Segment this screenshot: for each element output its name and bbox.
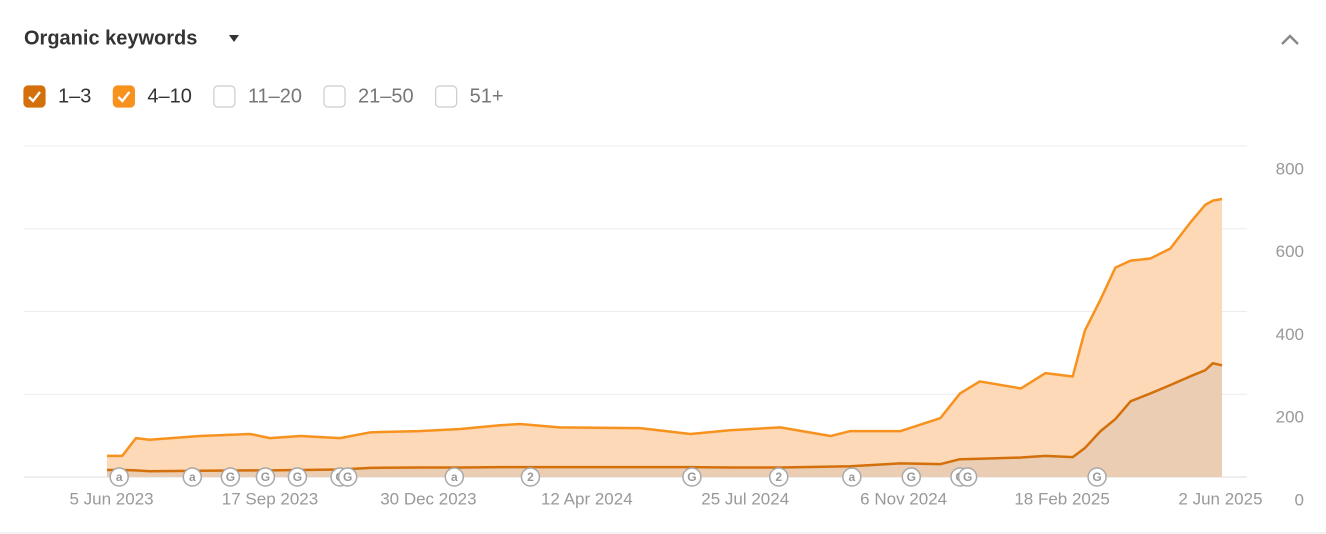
event-circle bbox=[957, 467, 978, 487]
event-marker[interactable]: G bbox=[220, 467, 241, 487]
legend-label: 1–3 bbox=[58, 85, 91, 107]
x-tick-label: 25 Jul 2024 bbox=[701, 489, 789, 508]
event-marker[interactable]: G bbox=[287, 467, 308, 487]
event-circle bbox=[182, 467, 203, 487]
x-tick-label: 12 Apr 2024 bbox=[541, 489, 633, 508]
chart-title: Organic keywords bbox=[24, 27, 197, 49]
event-marker[interactable]: G bbox=[337, 467, 358, 487]
event-label: G bbox=[963, 470, 972, 484]
event-circle bbox=[842, 467, 862, 487]
event-circle bbox=[520, 467, 541, 487]
legend-item[interactable]: 21–50 bbox=[323, 85, 414, 108]
event-marker[interactable]: G bbox=[957, 467, 978, 487]
event-label: a bbox=[849, 470, 856, 484]
checkmark bbox=[117, 91, 131, 103]
checkbox bbox=[112, 85, 135, 108]
event-label: 2 bbox=[775, 470, 782, 484]
y-tick-label: 400 bbox=[1276, 325, 1304, 344]
event-label: G bbox=[226, 470, 235, 484]
event-marker[interactable]: G bbox=[255, 467, 276, 487]
event-marker[interactable]: a bbox=[109, 467, 129, 487]
checkbox bbox=[323, 85, 346, 108]
x-tick-label: 5 Jun 2023 bbox=[69, 489, 153, 508]
checkmark bbox=[28, 91, 41, 103]
legend-item[interactable]: 4–10 bbox=[112, 85, 192, 108]
y-tick-label: 600 bbox=[1276, 242, 1304, 261]
event-circle bbox=[901, 467, 922, 487]
event-circle bbox=[444, 467, 465, 487]
event-label: G bbox=[1092, 470, 1101, 484]
event-label: a bbox=[451, 470, 458, 484]
event-label: G bbox=[293, 470, 302, 484]
collapse-icon[interactable] bbox=[1281, 34, 1299, 45]
event-marker[interactable]: a bbox=[444, 467, 465, 487]
event-circle bbox=[682, 467, 702, 487]
legend-label: 4–10 bbox=[147, 85, 192, 107]
legend-label: 11–20 bbox=[248, 85, 302, 107]
x-tick-label: 6 Nov 2024 bbox=[860, 489, 947, 508]
event-marker[interactable]: G bbox=[901, 467, 922, 487]
dropdown-icon[interactable] bbox=[229, 35, 239, 42]
legend-item[interactable]: 1–3 bbox=[23, 85, 91, 108]
checkbox bbox=[213, 85, 236, 108]
event-circle bbox=[220, 467, 241, 487]
checkbox bbox=[23, 85, 46, 108]
event-label: G bbox=[261, 470, 270, 484]
event-label: G bbox=[907, 470, 916, 484]
line bbox=[107, 197, 1223, 458]
event-circle bbox=[337, 467, 358, 487]
area bbox=[107, 198, 1222, 472]
event-circle bbox=[1087, 467, 1107, 487]
event-label: a bbox=[189, 470, 196, 484]
y-tick-label: 200 bbox=[1276, 408, 1304, 427]
event-marker[interactable]: 2 bbox=[768, 467, 789, 487]
area bbox=[107, 363, 1222, 477]
event-label: a bbox=[116, 470, 123, 484]
legend-item[interactable]: 11–20 bbox=[213, 85, 302, 108]
line bbox=[107, 361, 1223, 473]
x-tick-label: 2 Jun 2025 bbox=[1178, 489, 1262, 508]
event-marker[interactable]: a bbox=[182, 467, 203, 487]
event-marker[interactable]: 2 bbox=[520, 467, 541, 487]
x-tick-label: 18 Feb 2025 bbox=[1014, 489, 1109, 508]
event-circle bbox=[255, 467, 276, 487]
legend-item[interactable]: 51+ bbox=[435, 85, 504, 108]
y-tick-label: 0 bbox=[1295, 490, 1304, 509]
checkbox bbox=[435, 85, 458, 108]
event-marker[interactable]: G bbox=[1087, 467, 1107, 487]
event-label: G bbox=[343, 470, 352, 484]
event-label: G bbox=[687, 470, 696, 484]
y-tick-label: 800 bbox=[1276, 159, 1304, 178]
event-marker[interactable]: a bbox=[842, 467, 862, 487]
event-circle bbox=[109, 467, 129, 487]
x-tick-label: 30 Dec 2023 bbox=[380, 489, 476, 508]
event-circle bbox=[768, 467, 789, 487]
event-marker[interactable]: G bbox=[682, 467, 702, 487]
x-tick-label: 17 Sep 2023 bbox=[222, 489, 318, 508]
legend-label: 51+ bbox=[470, 85, 504, 107]
event-label: 2 bbox=[527, 470, 534, 484]
event-circle bbox=[287, 467, 308, 487]
legend-label: 21–50 bbox=[358, 85, 414, 107]
